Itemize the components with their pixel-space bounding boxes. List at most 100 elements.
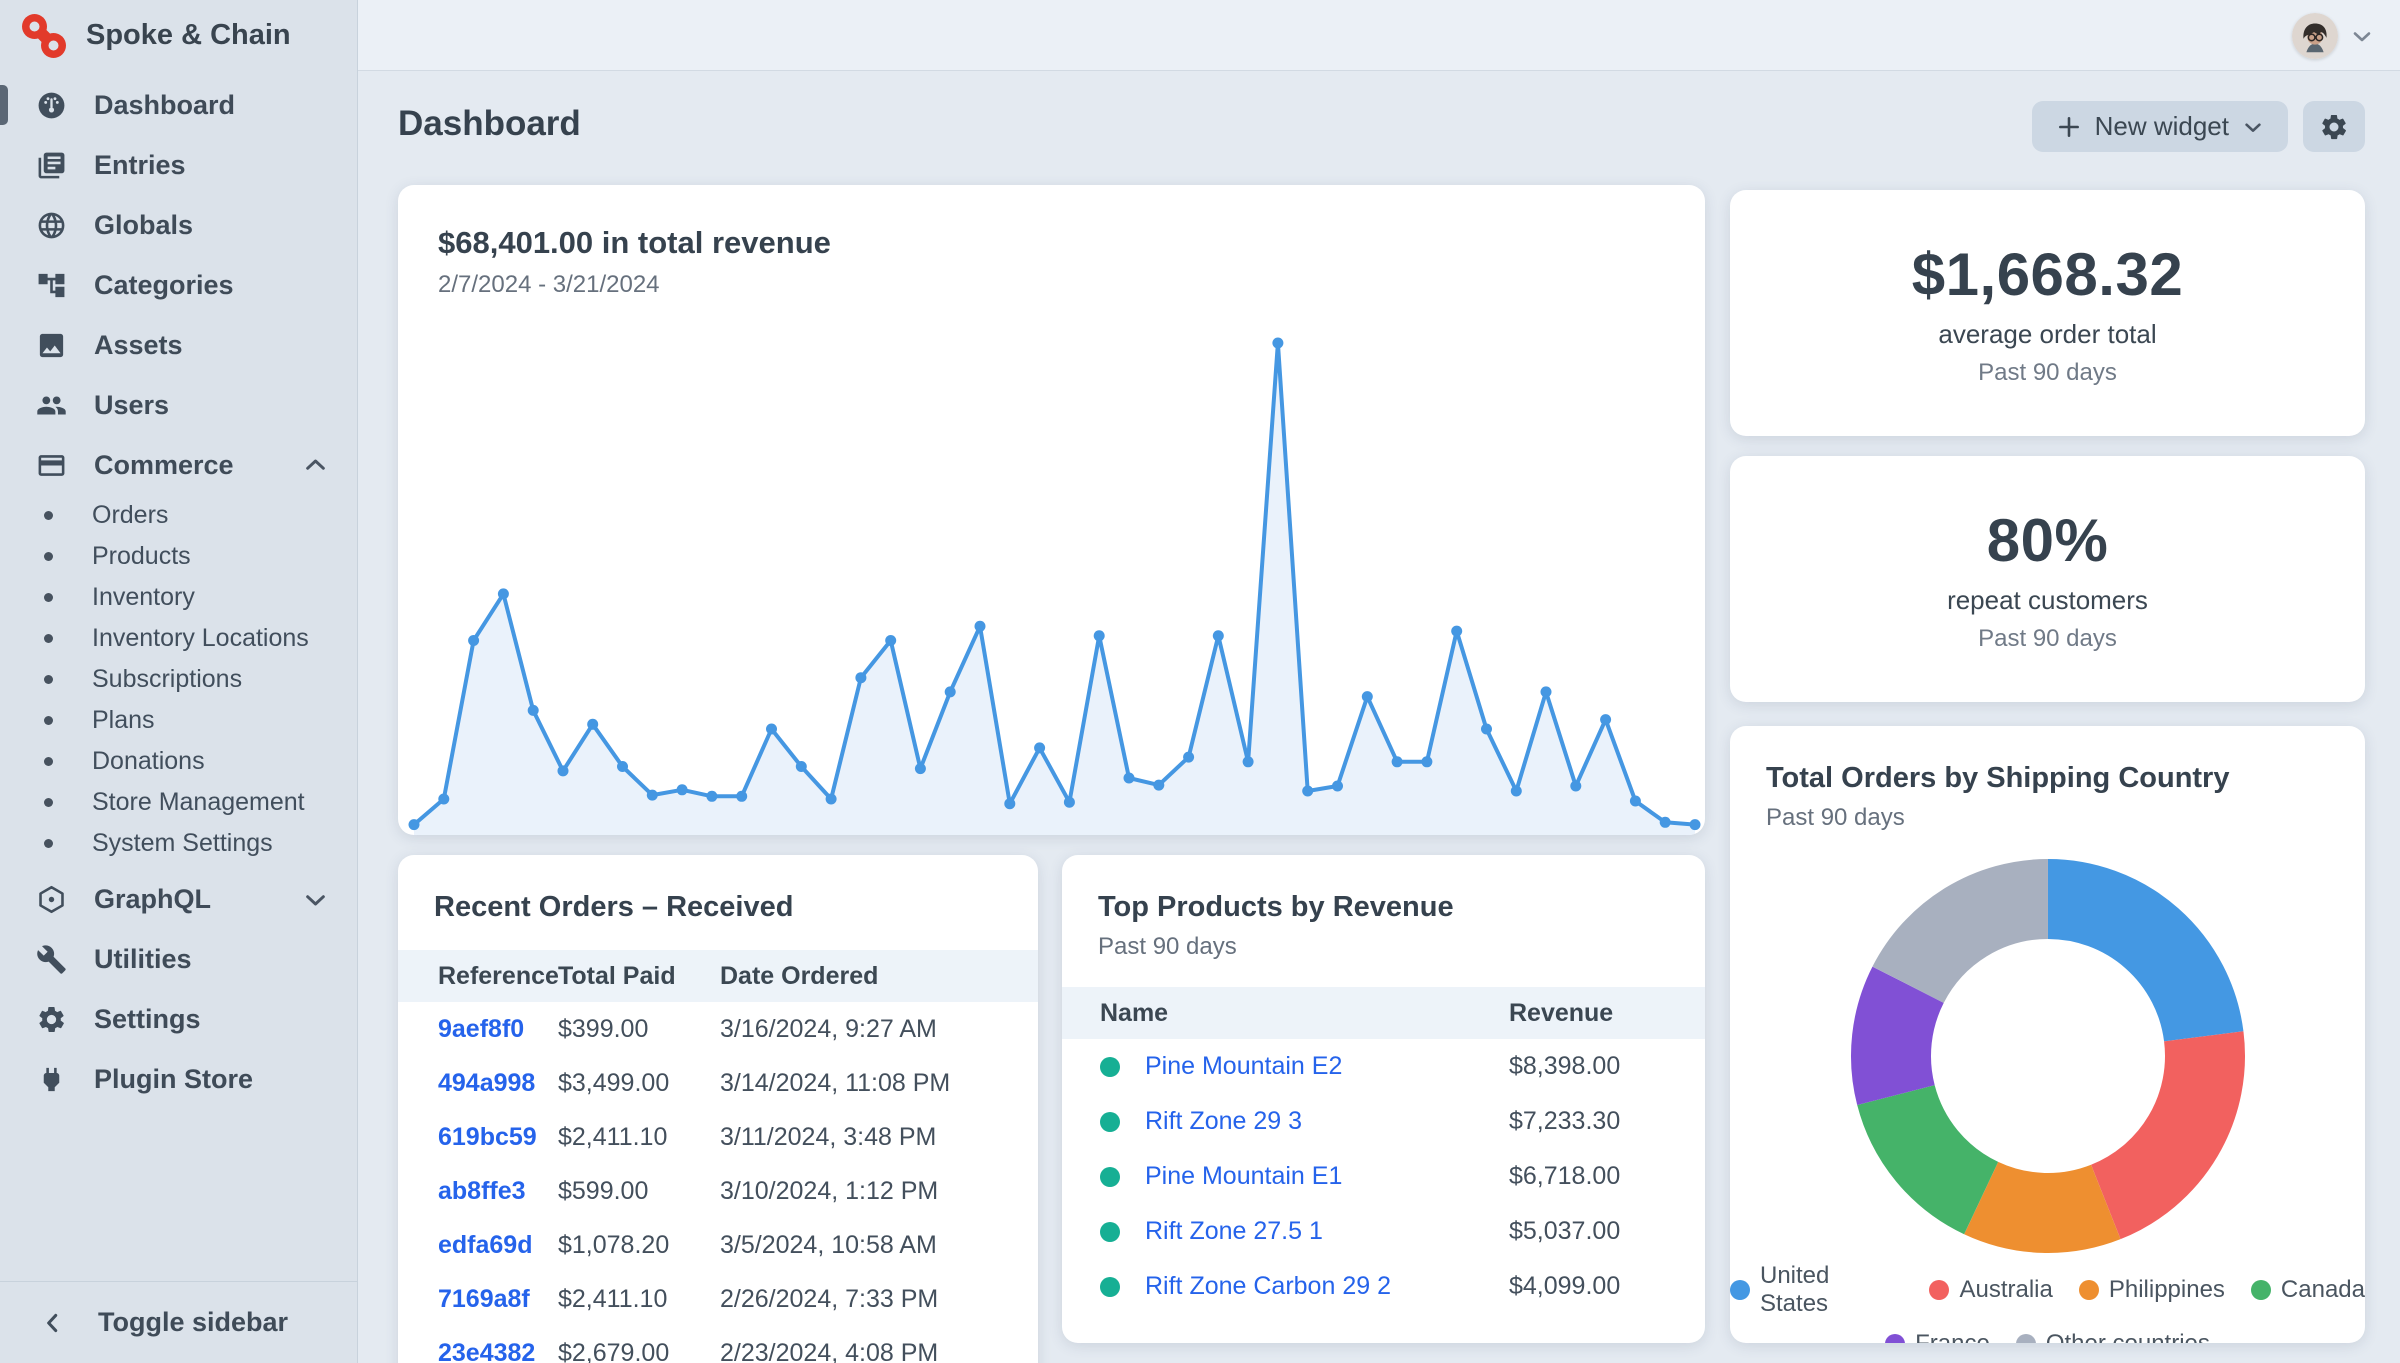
top-products-table-header: Name Revenue (1062, 987, 1705, 1039)
sidebar-subitem-inventory[interactable]: Inventory (0, 577, 357, 618)
sidebar-subitem-subscriptions[interactable]: Subscriptions (0, 659, 357, 700)
table-row: 494a998 $3,499.00 3/14/2024, 11:08 PM (398, 1056, 1038, 1110)
gear-icon (36, 1004, 67, 1035)
legend-dot-icon (2078, 1280, 2099, 1300)
product-name-link[interactable]: Rift Zone 29 3 (1145, 1107, 1303, 1135)
global-header: Spoke & Chain (0, 0, 2400, 71)
sidebar-item-dashboard[interactable]: Dashboard (0, 75, 357, 135)
sidebar-item-assets[interactable]: Assets (0, 315, 357, 375)
legend-row: France Other countries (1885, 1330, 2210, 1343)
legend-item-other-countries: Other countries (2015, 1330, 2210, 1343)
sidebar-subitem-label: Subscriptions (92, 665, 243, 693)
sidebar-subitem-store-management[interactable]: Store Management (0, 782, 357, 823)
bullet-icon (44, 675, 53, 684)
sidebar-item-entries[interactable]: Entries (0, 135, 357, 195)
legend-dot-icon (2015, 1334, 2036, 1343)
product-name-link[interactable]: Pine Mountain E1 (1145, 1162, 1343, 1190)
legend-item-australia: Australia (1929, 1262, 2053, 1318)
order-date-ordered: 2/26/2024, 7:33 PM (720, 1284, 939, 1313)
brand: Spoke & Chain (0, 0, 358, 71)
bullet-icon (44, 798, 53, 807)
status-dot-icon (1100, 1276, 1120, 1297)
new-widget-label: New widget (2094, 111, 2229, 141)
sidebar-item-globals[interactable]: Globals (0, 195, 357, 255)
legend-dot-icon (1730, 1280, 1750, 1300)
order-total-paid: $1,078.20 (558, 1230, 670, 1259)
average-order-total-widget: $1,668.32 average order total Past 90 da… (1730, 190, 2365, 436)
table-row: 7169a8f $2,411.10 2/26/2024, 7:33 PM (398, 1272, 1038, 1326)
sidebar: Dashboard Entries Globals Categories Assets U… (0, 71, 358, 1363)
sidebar-item-settings[interactable]: Settings (0, 989, 357, 1049)
revenue-widget-date-range: 2/7/2024 - 3/21/2024 (438, 271, 660, 298)
repeat-customers-widget: 80% repeat customers Past 90 days (1730, 456, 2365, 702)
order-reference-link[interactable]: 23e4382 (438, 1338, 536, 1363)
sidebar-subitem-orders[interactable]: Orders (0, 495, 357, 536)
recent-orders-widget: Recent Orders – Received Reference Total… (398, 855, 1038, 1363)
sidebar-subitem-plans[interactable]: Plans (0, 700, 357, 741)
column-header-total-paid: Total Paid (558, 961, 676, 990)
top-products-period: Past 90 days (1098, 933, 1237, 960)
sidebar-item-utilities[interactable]: Utilities (0, 929, 357, 989)
order-total-paid: $2,411.10 (558, 1122, 668, 1151)
product-name-link[interactable]: Pine Mountain E2 (1145, 1052, 1343, 1080)
order-total-paid: $2,411.10 (558, 1284, 668, 1313)
user-avatar[interactable] (2292, 12, 2338, 59)
order-date-ordered: 2/23/2024, 4:08 PM (720, 1338, 939, 1363)
sidebar-item-commerce[interactable]: Commerce (0, 435, 357, 495)
sidebar-subitem-system-settings[interactable]: System Settings (0, 823, 357, 864)
average-order-total-label: average order total (1938, 318, 2157, 349)
legend-dot-icon (1929, 1280, 1950, 1300)
product-name-link[interactable]: Rift Zone Carbon 29 2 (1145, 1272, 1391, 1300)
user-menu[interactable] (2292, 0, 2374, 71)
sidebar-item-graphql[interactable]: GraphQL (0, 869, 357, 929)
newspaper-icon (36, 150, 67, 181)
order-reference-link[interactable]: edfa69d (438, 1230, 533, 1259)
sidebar-subitem-products[interactable]: Products (0, 536, 357, 577)
dashboard-settings-button[interactable] (2303, 101, 2365, 152)
legend-dot-icon (1885, 1334, 1906, 1343)
donut-legend: United States Australia Philippines Canada F… (1730, 1262, 2365, 1343)
order-reference-link[interactable]: ab8ffe3 (438, 1176, 526, 1205)
sidebar-item-label: Plugin Store (94, 1063, 254, 1094)
status-dot-icon (1100, 1111, 1120, 1132)
legend-label: United States (1760, 1262, 1830, 1317)
toggle-sidebar-button[interactable]: Toggle sidebar (0, 1281, 357, 1363)
sitemap-icon (36, 270, 67, 301)
table-row: Pine Mountain E2 $8,398.00 (1062, 1039, 1705, 1094)
order-reference-link[interactable]: 619bc59 (438, 1122, 537, 1151)
sidebar-item-label: Utilities (94, 943, 192, 974)
sidebar-item-categories[interactable]: Categories (0, 255, 357, 315)
legend-label: Australia (1959, 1276, 2053, 1303)
legend-item-philippines: Philippines (2078, 1262, 2225, 1318)
revenue-widget: $68,401.00 in total revenue 2/7/2024 - 3… (398, 185, 1705, 835)
gear-icon (2319, 112, 2349, 142)
table-row: 9aef8f0 $399.00 3/16/2024, 9:27 AM (398, 1002, 1038, 1056)
order-reference-link[interactable]: 7169a8f (438, 1284, 530, 1313)
table-row: Pine Mountain E1 $6,718.00 (1062, 1149, 1705, 1204)
chevron-down-icon (302, 886, 329, 913)
order-reference-link[interactable]: 9aef8f0 (438, 1014, 525, 1043)
globe-icon (36, 210, 67, 241)
table-row: Rift Zone 27.5 1 $5,037.00 (1062, 1204, 1705, 1259)
bullet-icon (44, 593, 53, 602)
bullet-icon (44, 839, 53, 848)
sidebar-subitem-inventory-locations[interactable]: Inventory Locations (0, 618, 357, 659)
revenue-line-chart (408, 337, 1701, 835)
new-widget-button[interactable]: New widget (2031, 101, 2288, 152)
status-dot-icon (1100, 1166, 1120, 1187)
graphql-icon (36, 884, 67, 915)
order-date-ordered: 3/5/2024, 10:58 AM (720, 1230, 937, 1259)
order-total-paid: $2,679.00 (558, 1338, 670, 1363)
sidebar-item-plugin-store[interactable]: Plugin Store (0, 1049, 357, 1109)
table-row: ab8ffe3 $599.00 3/10/2024, 1:12 PM (398, 1164, 1038, 1218)
table-row: Rift Zone Carbon 29 2 $4,099.00 (1062, 1259, 1705, 1314)
product-name-link[interactable]: Rift Zone 27.5 1 (1145, 1217, 1323, 1245)
sidebar-subitem-donations[interactable]: Donations (0, 741, 357, 782)
sidebar-item-users[interactable]: Users (0, 375, 357, 435)
legend-item-united-states: United States (1730, 1262, 1903, 1318)
column-header-revenue: Revenue (1509, 998, 1614, 1027)
legend-label: Other countries (2046, 1330, 2210, 1343)
chevron-left-icon (40, 1310, 66, 1336)
chevron-up-icon (302, 452, 329, 479)
order-reference-link[interactable]: 494a998 (438, 1068, 536, 1097)
